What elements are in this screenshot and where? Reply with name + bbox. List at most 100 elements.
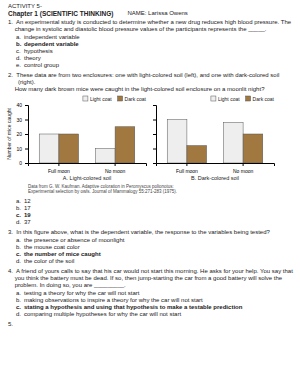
y-tick-mark xyxy=(25,120,28,121)
text-line: the number of mice caught xyxy=(24,251,101,257)
text-line: control group xyxy=(24,62,60,68)
x-tick-label: Full moon xyxy=(48,168,70,174)
text-line: change in systolic and diastolic blood p… xyxy=(8,26,267,32)
option-letter: c. xyxy=(16,48,21,54)
x-tick: Full moon xyxy=(176,163,198,174)
bar xyxy=(243,134,263,163)
bar xyxy=(167,120,187,164)
legend-label: Dark coat xyxy=(253,96,275,102)
x-tick: No moon xyxy=(233,163,254,174)
y-tick: 0 xyxy=(19,160,28,166)
text-line: Chapter 1 (SCIENTIFIC THINKING) xyxy=(8,10,113,18)
x-axis-title: A. Light-colored soil xyxy=(63,175,111,181)
option-text: making observations to inspire a theory … xyxy=(24,297,203,303)
y-tick: 30 xyxy=(16,117,28,123)
option-text: theory xyxy=(24,55,41,61)
y-tick xyxy=(153,163,156,164)
y-tick: 20 xyxy=(16,131,28,137)
bar xyxy=(187,146,207,163)
x-tick-mark xyxy=(58,163,59,166)
text-line: 2. These data are from two enclosures: o… xyxy=(8,72,281,78)
x-axis-title: B. Dark-colored soil xyxy=(191,175,239,181)
option-letter: a. xyxy=(16,290,21,296)
text-line: stating a hypothesis and using that hypo… xyxy=(24,304,243,310)
option-text: the number of mice caught xyxy=(24,251,101,257)
x-tick-label: Full moon xyxy=(176,168,198,174)
question-text: 2. These data are from two enclosures: o… xyxy=(8,72,281,85)
option-letter: a. xyxy=(16,198,21,204)
y-tick-mark xyxy=(25,105,28,106)
y-tick: 10 xyxy=(16,146,28,152)
text-line: Data from G. W. Kaufman. Adaptive colora… xyxy=(28,184,174,189)
text-line: 12 xyxy=(24,198,31,204)
activity: ACTIVITY 5- xyxy=(8,3,42,9)
option-letter: e. xyxy=(16,62,21,68)
question-text: 4. A friend of yours calls to say that h… xyxy=(8,268,293,274)
x-axis: Full moon No moon xyxy=(157,163,275,174)
x-tick-mark xyxy=(186,163,187,166)
text-line: c. xyxy=(16,48,21,54)
question-text: you think the battery must be dead. If s… xyxy=(8,275,283,281)
option-text: 19 xyxy=(24,212,31,218)
y-axis: 010203040 xyxy=(16,102,28,166)
bar xyxy=(115,127,135,163)
text-line: c. xyxy=(16,212,21,218)
option-text: 37 xyxy=(24,219,31,225)
question-text: How many dark brown mice were caught in … xyxy=(8,86,265,92)
bar-chart: 010203040Full moonNo moonA. Light-colore… xyxy=(6,96,147,182)
option-letter: c. xyxy=(16,212,21,218)
question-text: problem. In doing so, you are _________. xyxy=(8,282,126,288)
text-line: How many dark brown mice were caught in … xyxy=(8,86,265,92)
x-tick-mark xyxy=(243,163,244,166)
text-line: d. xyxy=(16,311,21,317)
question-text: 3. In this figure above, what is the dep… xyxy=(8,229,271,235)
legend-label: Dark coat xyxy=(125,96,147,102)
x-axis-line xyxy=(29,164,147,167)
question-text: 5. xyxy=(8,321,13,327)
text-line: NAME: Larissa Owens xyxy=(127,10,187,16)
text-line: the mouse coat color xyxy=(24,244,80,250)
legend-item: Dark coat xyxy=(118,96,147,102)
text-line: (right). xyxy=(18,79,36,85)
name-label: NAME: Larissa Owens xyxy=(127,10,187,16)
text-line: testing a theory for why the car will no… xyxy=(24,290,140,296)
bar xyxy=(39,134,59,163)
text-line: a. xyxy=(16,237,21,243)
legend-item: Dark coat xyxy=(246,96,275,102)
text-line: b. xyxy=(16,244,21,250)
legend-label: Light coat xyxy=(90,96,112,102)
option-text: 17 xyxy=(24,205,31,211)
option-text: stating a hypothesis and using that hypo… xyxy=(24,304,243,310)
legend-item: Light coat xyxy=(211,96,240,102)
y-tick-mark xyxy=(153,134,156,135)
option-letter: a. xyxy=(16,237,21,243)
text-line: d. xyxy=(16,55,21,61)
text-line: 19 xyxy=(24,212,31,218)
y-tick-mark xyxy=(153,105,156,106)
text-line: 1. An experimental study is conducted to… xyxy=(8,19,292,25)
y-axis-line xyxy=(153,106,157,164)
x-axis-line xyxy=(157,164,275,167)
text-line: 5. xyxy=(8,321,13,327)
text-line: a. xyxy=(16,290,21,296)
bars xyxy=(167,120,263,164)
text-line: e. xyxy=(16,62,21,68)
text-line: making observations to inspire a theory … xyxy=(24,297,203,303)
x-axis: Full moonNo moon xyxy=(29,163,147,174)
text-line: 17 xyxy=(24,205,31,211)
x-tick-mark xyxy=(115,163,116,166)
worksheet: ACTIVITY 5-Chapter 1 (SCIENTIFIC THINKIN… xyxy=(0,0,300,388)
text-line: problem. In doing so, you are _________. xyxy=(8,282,126,288)
text-line: the color of the soil xyxy=(24,258,74,264)
y-axis-title: Number of mice caught xyxy=(6,108,12,160)
y-axis xyxy=(153,106,157,164)
legend-swatch xyxy=(211,96,216,101)
text-line: b. xyxy=(16,205,21,211)
option-text: control group xyxy=(24,62,60,68)
option-text: comparing multiple hypotheses for why th… xyxy=(24,311,181,317)
y-tick xyxy=(153,105,156,106)
option-text: the mouse coat color xyxy=(24,244,80,250)
text-line: a. xyxy=(16,198,21,204)
text-line: 37 xyxy=(24,219,31,225)
y-tick xyxy=(153,120,156,121)
